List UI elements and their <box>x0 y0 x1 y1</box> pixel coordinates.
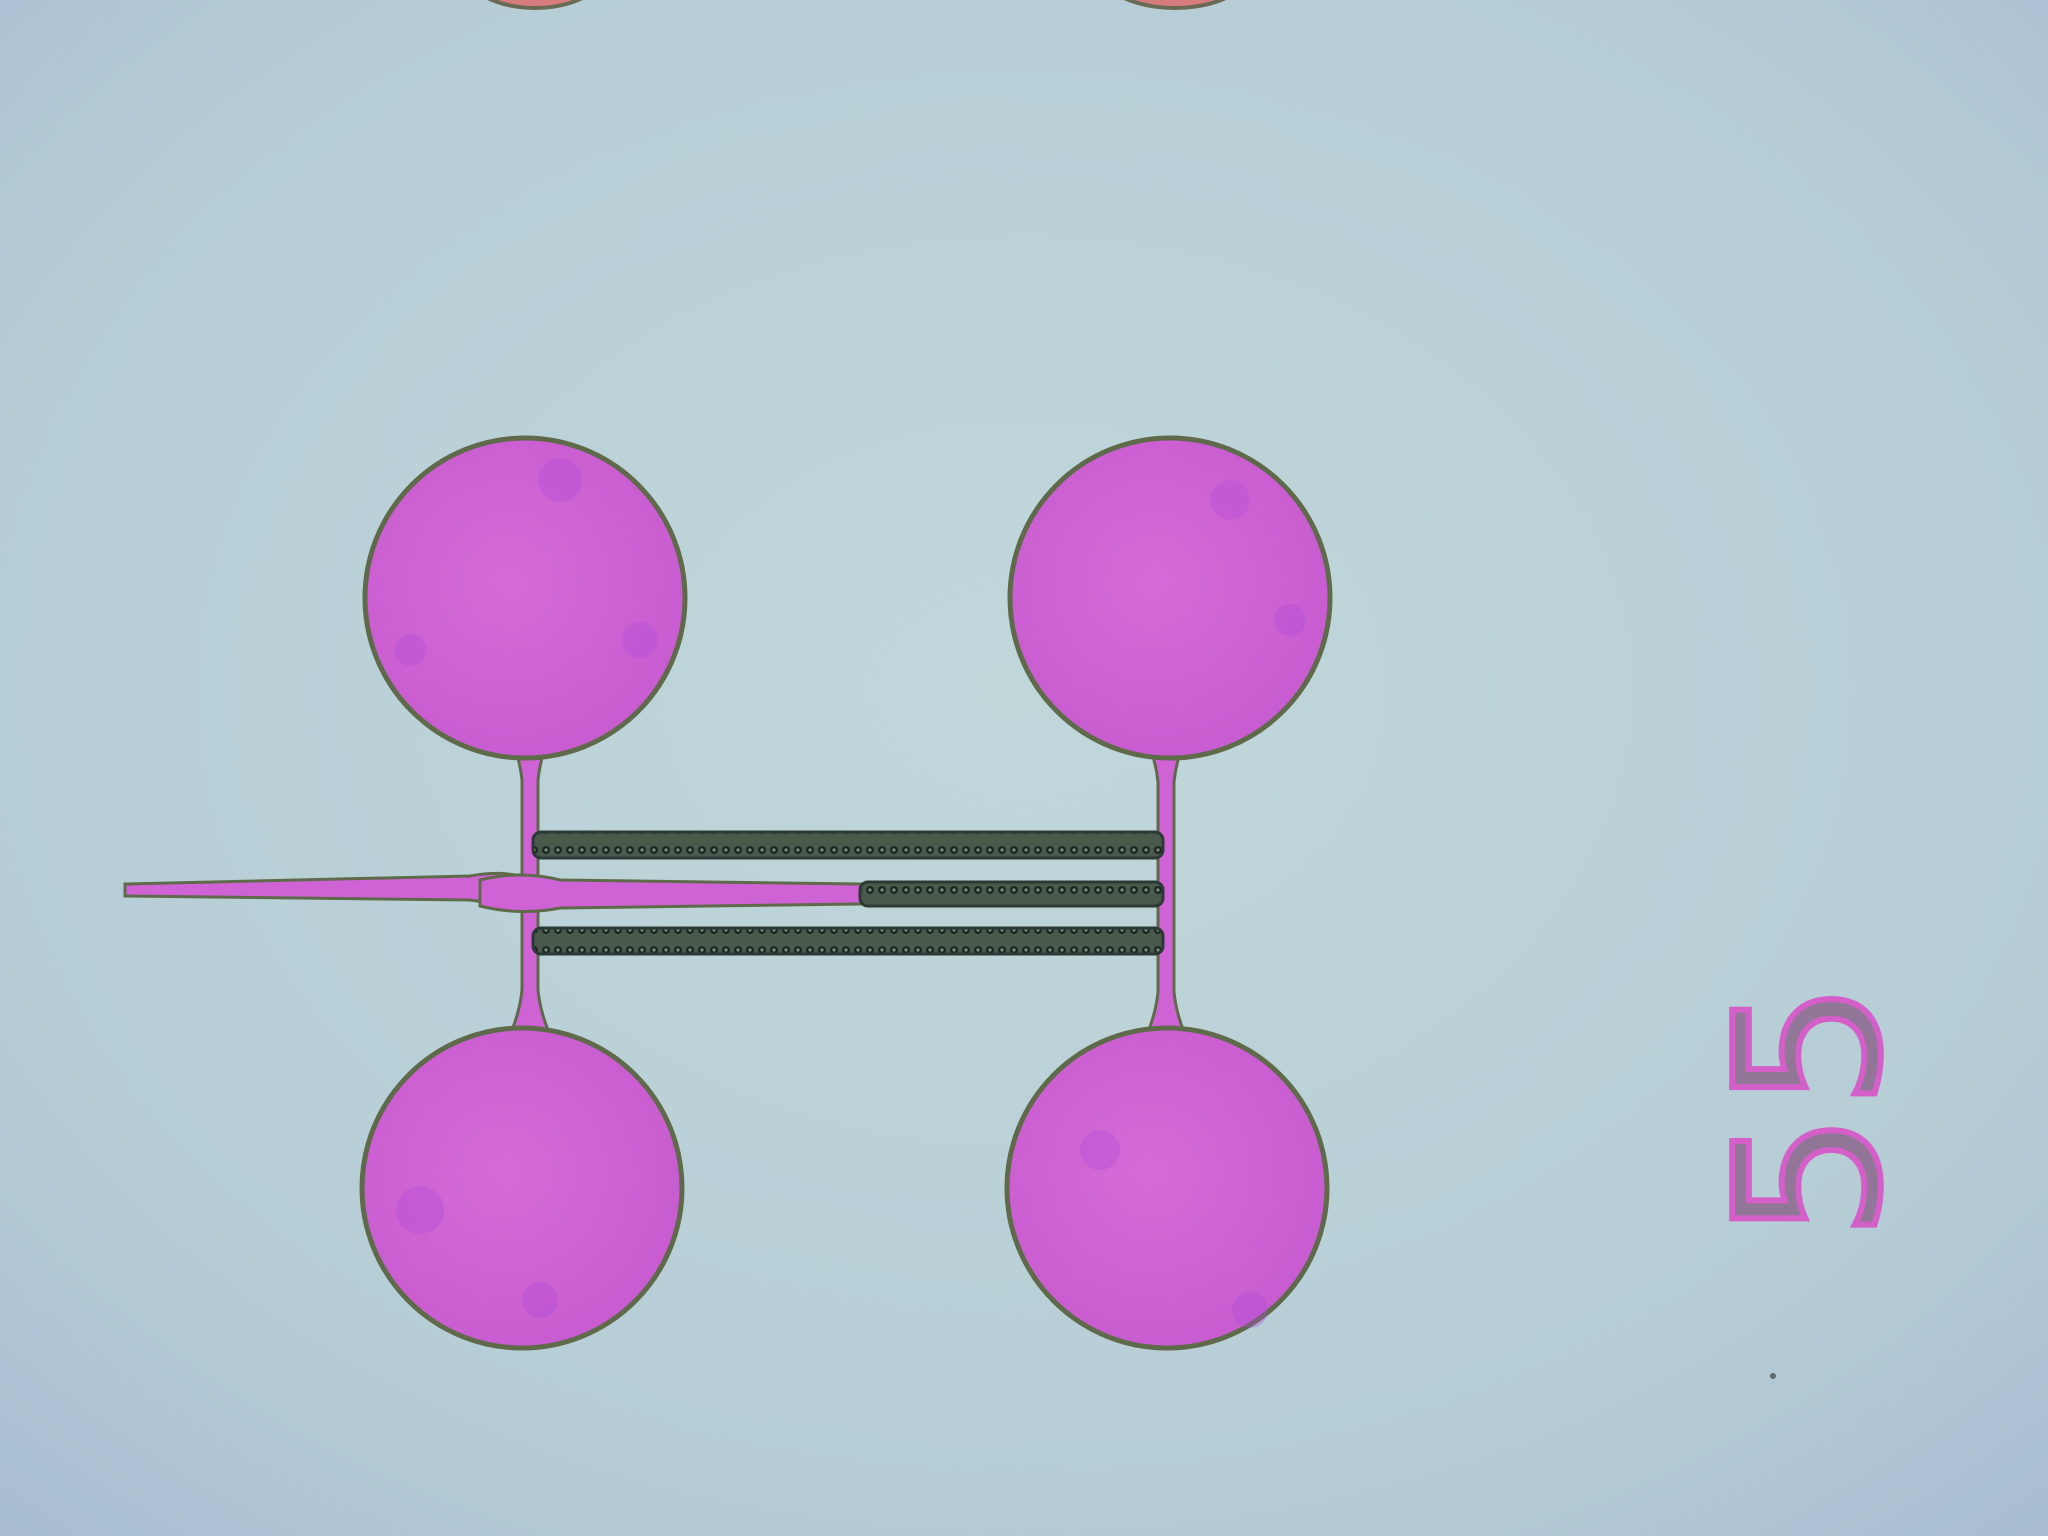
pad-top-right <box>1007 435 1333 761</box>
pad-bottom-left <box>359 1025 685 1351</box>
pad-bottom-right <box>1004 1025 1330 1351</box>
pad-top-left <box>362 435 688 761</box>
rail-top <box>531 830 1165 860</box>
partial-pad-top-left <box>487 0 583 10</box>
rail-middle <box>858 880 1165 908</box>
rail-bottom <box>531 926 1165 956</box>
partial-pad-top-right <box>1123 0 1227 10</box>
die-number-label: 55 <box>1690 975 1929 1244</box>
dust-speck <box>1770 1373 1776 1379</box>
pad-texture <box>394 458 1306 1328</box>
